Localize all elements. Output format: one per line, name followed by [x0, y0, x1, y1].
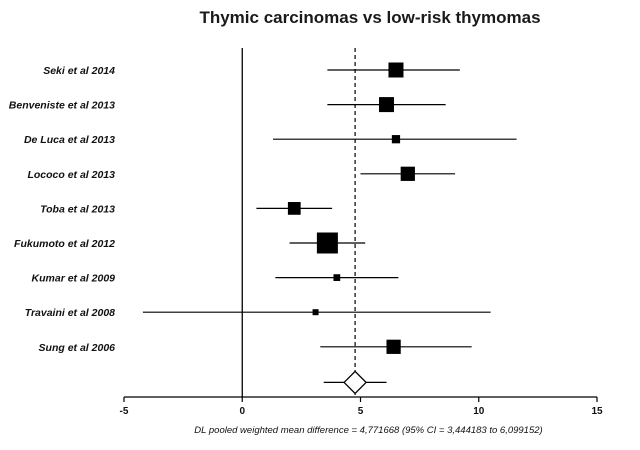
x-tick-label: -5: [120, 406, 129, 417]
x-tick-label: 0: [239, 406, 245, 417]
pooled-estimate-diamond: [343, 370, 368, 395]
point-estimate-marker: [400, 166, 415, 181]
x-tick-label: 15: [591, 406, 603, 417]
x-tick-label: 10: [473, 406, 485, 417]
study-label: De Luca et al 2013: [24, 134, 115, 146]
study-label: Sung et al 2006: [39, 342, 116, 354]
x-axis-caption: DL pooled weighted mean difference = 4,7…: [194, 425, 542, 436]
study-label: Travaini et al 2008: [25, 307, 115, 319]
point-estimate-marker: [312, 309, 319, 316]
study-label: Seki et al 2014: [43, 65, 115, 77]
study-marks: [142, 62, 517, 395]
plot-lines: [241, 48, 356, 397]
study-label: Fukumoto et al 2012: [14, 238, 115, 250]
point-estimate-marker: [379, 97, 395, 113]
point-estimate-marker: [287, 202, 301, 215]
study-label: Benveniste et al 2013: [9, 100, 115, 112]
point-estimate-marker: [388, 62, 404, 78]
chart-title: Thymic carcinomas vs low-risk thymomas: [199, 8, 541, 27]
study-label: Lococo et al 2013: [27, 169, 115, 181]
point-estimate-marker: [391, 135, 401, 144]
point-estimate-marker: [316, 232, 338, 254]
study-label: Toba et al 2013: [40, 203, 115, 215]
x-axis: -5 0 5 10 15: [120, 396, 603, 417]
x-tick-label: 5: [358, 406, 364, 417]
study-label: Kumar et al 2009: [32, 273, 116, 285]
point-estimate-marker: [333, 274, 341, 281]
point-estimate-marker: [386, 339, 401, 354]
study-labels: Seki et al 2014 Benveniste et al 2013 De L…: [9, 65, 115, 354]
